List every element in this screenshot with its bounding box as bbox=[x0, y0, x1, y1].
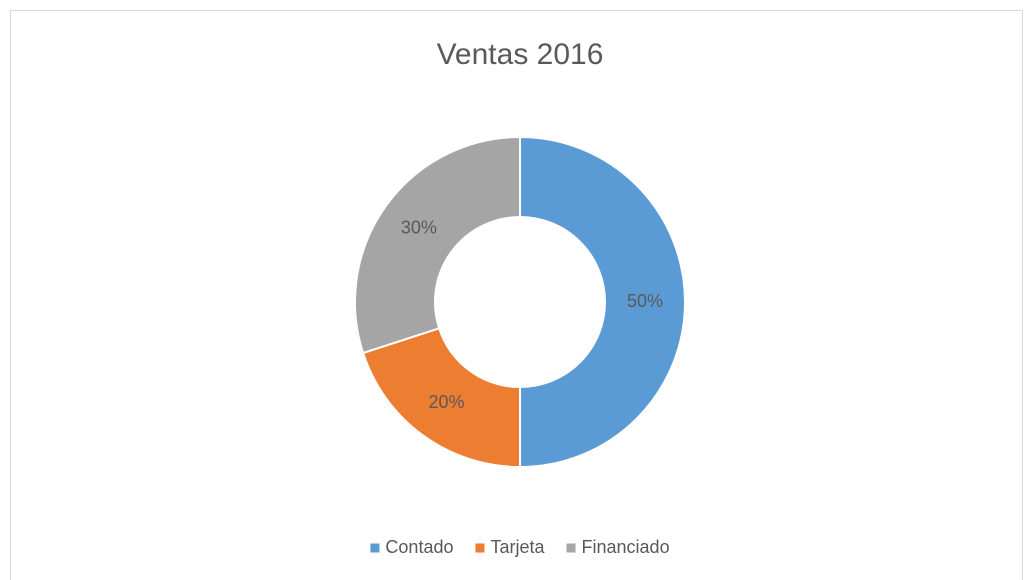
donut-slice bbox=[519, 135, 686, 469]
donut-slice bbox=[361, 327, 521, 469]
data-label: 20% bbox=[429, 392, 465, 412]
data-label: 50% bbox=[627, 291, 663, 311]
legend-label: Contado bbox=[385, 537, 453, 557]
legend-swatch bbox=[475, 543, 485, 553]
legend-swatch bbox=[370, 543, 380, 553]
donut-slice bbox=[354, 135, 521, 355]
data-label: 30% bbox=[401, 217, 437, 237]
chart-area bbox=[10, 10, 1023, 580]
legend-swatch bbox=[566, 543, 576, 553]
legend-label: Financiado bbox=[582, 537, 670, 557]
chart-title: Ventas 2016 bbox=[437, 38, 604, 71]
legend-label: Tarjeta bbox=[490, 537, 545, 557]
